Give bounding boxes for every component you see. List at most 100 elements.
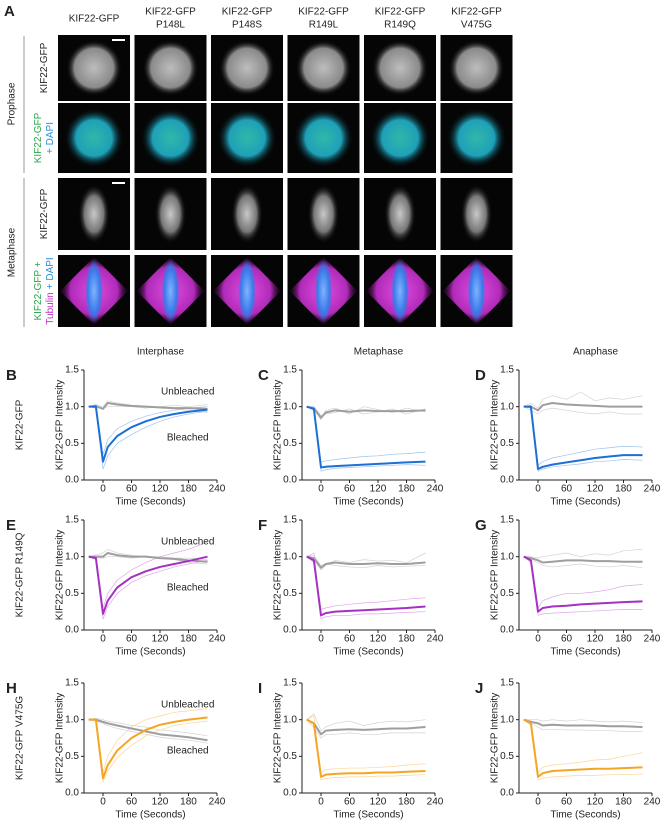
x-tick-label: 120 (152, 634, 169, 645)
y-axis-label: KIF22-GFP Intensity (273, 693, 284, 783)
y-tick-label: 1.5 (65, 365, 79, 376)
mean-line (306, 405, 426, 419)
mean-line (88, 555, 208, 615)
y-tick-label: 1.0 (65, 551, 79, 562)
column-header: P148L (156, 20, 185, 31)
x-tick-label: 120 (587, 634, 604, 645)
mean-line (523, 402, 643, 412)
y-tick-label: 0.0 (500, 625, 514, 636)
micrograph (211, 103, 283, 173)
column-header: KIF22-GFP (145, 7, 196, 18)
nucleus (64, 108, 124, 168)
x-tick-label: 240 (644, 634, 661, 645)
row-label: Tubulin + DAPI (45, 257, 56, 324)
panel-label: E (6, 517, 16, 534)
x-tick-label: 0 (535, 797, 541, 808)
y-axis-label: KIF22-GFP Intensity (55, 693, 66, 783)
y-tick-label: 0.0 (500, 475, 514, 486)
x-axis-label: Time (Seconds) (333, 497, 403, 508)
chart-title: Anaphase (573, 347, 618, 358)
trace-line (523, 404, 643, 472)
micrograph (58, 178, 130, 250)
mean-line (523, 718, 643, 728)
panel-label: I (258, 680, 262, 697)
y-axis-label: KIF22-GFP Intensity (490, 530, 501, 620)
y-tick-label: 0.5 (500, 751, 514, 762)
y-axis-label: KIF22-GFP Intensity (273, 380, 284, 470)
x-tick-label: 120 (370, 484, 387, 495)
micrograph (134, 178, 207, 250)
mean-line (88, 402, 208, 410)
nucleus (140, 108, 201, 168)
y-tick-label: 1.5 (283, 365, 297, 376)
x-tick-label: 240 (427, 797, 444, 808)
spindle (154, 184, 187, 244)
micrograph (364, 255, 436, 327)
column-header: KIF22-GFP (375, 7, 426, 18)
mean-line (306, 555, 426, 569)
series-label: Unbleached (161, 700, 214, 711)
x-tick-label: 0 (535, 484, 541, 495)
micrograph (58, 255, 130, 327)
y-tick-label: 1.0 (283, 401, 297, 412)
trace-line (523, 719, 643, 773)
y-tick-label: 0.5 (65, 751, 79, 762)
x-tick-label: 180 (398, 634, 415, 645)
y-tick-label: 0.0 (283, 788, 297, 799)
trace-line (88, 548, 208, 565)
y-tick-label: 0.0 (500, 788, 514, 799)
y-tick-label: 0.5 (283, 438, 297, 449)
x-tick-label: 60 (126, 484, 138, 495)
y-tick-label: 0.5 (283, 588, 297, 599)
micrograph (440, 178, 513, 250)
y-tick-label: 0.5 (283, 751, 297, 762)
x-axis-label: Time (Seconds) (550, 647, 620, 658)
y-tick-label: 0.0 (65, 625, 79, 636)
x-tick-label: 60 (344, 797, 356, 808)
stage-label: Prophase (7, 82, 18, 125)
mean-line (523, 405, 643, 470)
x-tick-label: 120 (587, 484, 604, 495)
x-tick-label: 60 (126, 797, 138, 808)
trace-line (306, 554, 426, 569)
trace-line (306, 713, 426, 732)
x-tick-label: 180 (615, 634, 632, 645)
chromosomes (391, 259, 409, 323)
micrograph (211, 178, 283, 250)
trace-line (523, 556, 643, 569)
column-header: KIF22-GFP (451, 7, 502, 18)
nucleus (217, 108, 277, 168)
nucleus (293, 108, 354, 168)
trace-line (523, 406, 643, 466)
trace-line (88, 556, 208, 560)
series-label: Bleached (167, 583, 209, 594)
series-label: Bleached (167, 746, 209, 757)
y-tick-label: 0.0 (283, 625, 297, 636)
row-label: KIF22-GFP R149Q (15, 532, 26, 617)
mean-line (88, 718, 208, 742)
x-tick-label: 120 (370, 797, 387, 808)
x-tick-label: 60 (561, 797, 573, 808)
y-tick-label: 1.5 (500, 678, 514, 689)
trace-line (88, 717, 208, 737)
trace-line (306, 719, 426, 739)
micrograph (134, 255, 207, 327)
column-header: P148S (232, 20, 262, 31)
row-label: KIF22-GFP V475G (15, 696, 26, 781)
mean-line (88, 552, 208, 563)
micrograph (58, 103, 130, 173)
row-label-part: Tubulin (45, 292, 56, 324)
column-header: KIF22-GFP (69, 14, 120, 25)
y-tick-label: 0.5 (500, 588, 514, 599)
row-label-part: KIF22-GFP (33, 112, 44, 163)
x-tick-label: 0 (100, 484, 106, 495)
mean-line (306, 718, 426, 736)
micrograph (287, 178, 360, 250)
spindle (384, 184, 416, 244)
trace-line (306, 552, 426, 571)
x-tick-label: 60 (344, 634, 356, 645)
x-tick-label: 0 (535, 634, 541, 645)
y-tick-label: 1.5 (500, 365, 514, 376)
nucleus (66, 40, 122, 96)
